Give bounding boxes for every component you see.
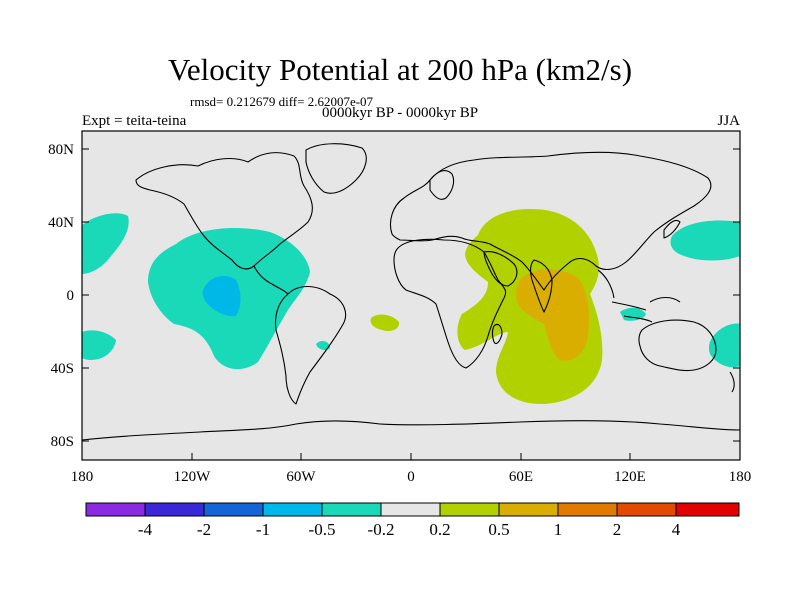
lon-label: 0 — [407, 469, 415, 485]
colorbar-box — [380, 502, 441, 517]
colorbar-box — [262, 502, 323, 517]
region-negative-west-pacific — [670, 220, 740, 261]
region-negative-indonesia — [620, 307, 646, 321]
lat-label: 40N — [48, 215, 74, 231]
region-negative-australia — [708, 323, 740, 368]
coast-central-america — [253, 265, 289, 295]
lon-label: 120E — [614, 469, 646, 485]
colorbar-box — [675, 502, 740, 517]
colorbar-label: -0.5 — [309, 520, 336, 539]
season-label: JJA — [717, 113, 740, 129]
lon-label: 180 — [71, 469, 94, 485]
coast-india — [530, 259, 553, 313]
lon-label: 120W — [174, 469, 212, 485]
period-label: 0000kyr BP - 0000kyr BP — [322, 105, 479, 121]
lat-label: 0 — [67, 288, 75, 304]
lon-label: 60W — [286, 469, 316, 485]
lon-label: 60E — [509, 469, 533, 485]
region-negative-brazil — [316, 341, 330, 351]
coast-japan — [663, 219, 681, 239]
lat-labels: 80N 40N 0 40S 80S — [48, 142, 74, 450]
colorbar-label: 2 — [613, 520, 622, 539]
region-negative-south-pacific-west — [82, 330, 116, 360]
colorbar-label: -0.2 — [368, 520, 395, 539]
colorbar-label: 4 — [672, 520, 681, 539]
map-title: Velocity Potential at 200 hPa (km2/s) — [167, 52, 633, 87]
region-positive-core — [516, 269, 589, 361]
tick-marks — [81, 148, 741, 460]
lat-label: 80S — [51, 434, 74, 450]
lon-labels: 180 120W 60W 0 60E 120E 180 — [71, 469, 752, 485]
colorbar-box — [321, 502, 382, 517]
colorbar-label: -4 — [138, 520, 153, 539]
colorbar-label: 0.5 — [488, 520, 509, 539]
colorbar: -4 -2 -1 -0.5 -0.2 0.2 0.5 1 2 4 — [85, 502, 740, 539]
shading-layer — [82, 209, 740, 405]
colorbar-box — [439, 502, 500, 517]
coast-antarctica — [81, 420, 741, 441]
colorbar-box — [85, 502, 146, 517]
colorbar-box — [498, 502, 559, 517]
lon-label: 180 — [729, 469, 752, 485]
colorbar-label: 1 — [554, 520, 563, 539]
colorbar-box — [203, 502, 264, 517]
region-negative-pacific-core — [202, 275, 241, 317]
stats-line: rmsd= 0.212679 diff= 2.62007e-07 — [190, 94, 374, 109]
colorbar-box — [144, 502, 205, 517]
coastlines — [81, 143, 741, 441]
coast-arabia — [483, 251, 518, 287]
lat-label: 40S — [51, 361, 74, 377]
coast-scandinavia — [429, 170, 455, 200]
coast-eurasia — [389, 151, 712, 291]
region-negative-north-pacific — [82, 213, 129, 274]
coast-madagascar — [491, 323, 503, 345]
coast-south-america — [274, 285, 347, 405]
experiment-label: Expt = teita-teina — [82, 113, 187, 129]
colorbar-label: 0.2 — [429, 520, 450, 539]
coast-greenland — [305, 143, 367, 194]
coast-africa — [393, 238, 507, 369]
coast-southeast-asia — [597, 269, 681, 323]
lat-label: 80N — [48, 142, 74, 158]
colorbar-box — [557, 502, 618, 517]
colorbar-box — [616, 502, 677, 517]
coast-australia — [638, 319, 717, 372]
region-positive-atlantic — [370, 314, 400, 332]
colorbar-label: -2 — [197, 520, 211, 539]
coast-new-zealand — [729, 371, 735, 393]
coast-north-america — [135, 152, 313, 270]
colorbar-label: -1 — [256, 520, 270, 539]
